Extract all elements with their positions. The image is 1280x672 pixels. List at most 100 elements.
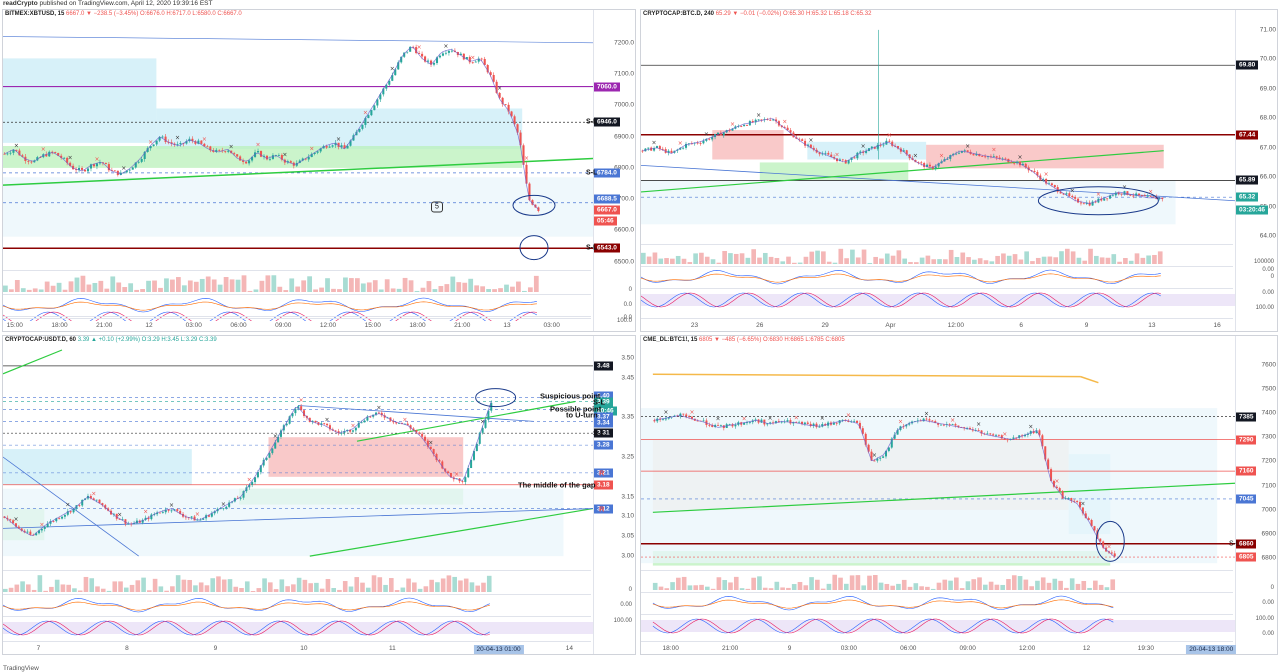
candle-body bbox=[193, 516, 196, 521]
volume-bar bbox=[844, 258, 849, 264]
price-plot[interactable]: × × × × × × × × × × × × × × × × × × bbox=[641, 336, 1235, 644]
volume-bar bbox=[522, 290, 527, 292]
candle-body bbox=[319, 148, 322, 152]
price-scale[interactable]: 0 0.0 100.0 0.0 7200.0 7100.0 7000.0 6900.0 6800… bbox=[593, 10, 635, 331]
volume-bar bbox=[838, 577, 843, 590]
price-scale[interactable]: 100000 0 0.00 100.00 0.00 71.00 70.00 69.00 68.0… bbox=[1235, 10, 1277, 331]
candle-body bbox=[1082, 203, 1085, 205]
candle-body bbox=[786, 127, 789, 131]
volume-bar bbox=[181, 579, 187, 592]
volume-bar bbox=[884, 253, 890, 264]
price-tag: 3.21 bbox=[594, 468, 613, 478]
candle-body bbox=[873, 460, 876, 462]
price-plot[interactable]: × × × × × × × × × × × × × × × × × × × × bbox=[3, 10, 593, 321]
volume-bar bbox=[456, 282, 462, 292]
time-tick: 6 bbox=[1019, 322, 1023, 329]
price-tag: 6784.0 bbox=[594, 168, 620, 178]
candle-body bbox=[265, 457, 268, 460]
price-tick: 7100.0 bbox=[614, 70, 634, 78]
time-axis[interactable]: 15:00 18:00 21:00 12 03:00 06:00 09:00 12:00 15:… bbox=[3, 318, 591, 331]
candle-body bbox=[176, 509, 179, 511]
volume-bar bbox=[670, 582, 675, 590]
candle-body bbox=[459, 53, 462, 56]
volume-bar bbox=[95, 586, 100, 592]
volume-bar bbox=[372, 280, 378, 292]
chart-panel-xbtusd[interactable]: BITMEX:XBTUSD, 15 6667.0 ▼ −238.5 (−3.45… bbox=[2, 9, 636, 332]
chart-panel-cme-btc-futures[interactable]: CME_DL:BTC1!, 15 6805 ▼ −485 (−6.65%) O:… bbox=[640, 335, 1278, 655]
volume-bar bbox=[354, 278, 360, 292]
volume-bar bbox=[954, 577, 959, 590]
time-tick: 9 bbox=[787, 645, 792, 652]
chart-panel-usdt-dominance[interactable]: CRYPTOCAP:USDT.D, 60 3.39 ▲ +0.10 (+2.99… bbox=[2, 335, 636, 655]
volume-bar bbox=[116, 282, 122, 292]
candle-body bbox=[37, 530, 41, 534]
price-tag: 3.39 bbox=[594, 397, 613, 407]
volume-bar bbox=[204, 585, 210, 592]
trend-line-2 bbox=[356, 400, 576, 442]
candle-body bbox=[722, 132, 725, 136]
volume-bar bbox=[400, 587, 406, 592]
candle-body bbox=[769, 119, 772, 121]
candle-body bbox=[72, 165, 75, 170]
volume-bar bbox=[3, 285, 8, 292]
candle-body bbox=[288, 416, 291, 424]
candle-body bbox=[254, 152, 257, 157]
price-tick: 7000 bbox=[1261, 506, 1276, 514]
candle-body bbox=[504, 104, 507, 105]
candle-body bbox=[716, 132, 719, 135]
time-tick: 13 bbox=[503, 322, 511, 329]
volume-bar bbox=[14, 280, 20, 292]
cursor-time-tag: 20-04-13 18:00 bbox=[1186, 645, 1237, 654]
price-scale[interactable]: 0 0.00 100.00 0.00 7600 7500 7400 7300 7200 7100 7… bbox=[1235, 336, 1277, 654]
candle-body bbox=[104, 163, 107, 165]
volume-bar bbox=[140, 289, 145, 292]
hand-drawn-circle-0 bbox=[1037, 186, 1159, 216]
time-axis[interactable]: 18:00 21:00 9 03:00 06:00 09:00 12:00 12 19:30 20… bbox=[641, 641, 1237, 654]
stoch-k-line bbox=[641, 292, 1161, 308]
volume-bar bbox=[325, 578, 331, 592]
time-tick: 10 bbox=[300, 645, 308, 652]
price-scale[interactable]: 0 0.00 100.00 3.50 3.45 3.35 3.25 3.15 3.10 3.05 3… bbox=[593, 336, 635, 654]
candle-body bbox=[661, 148, 664, 150]
volume-bar bbox=[855, 575, 861, 590]
volume-pane bbox=[3, 270, 591, 271]
signal-marker: × bbox=[309, 145, 314, 152]
candle-body bbox=[164, 136, 167, 142]
signal-marker: × bbox=[1096, 191, 1101, 198]
candle-body bbox=[510, 111, 513, 117]
candle-body bbox=[447, 471, 450, 473]
candle-body bbox=[146, 148, 149, 152]
candle-body bbox=[942, 424, 945, 426]
candle-body bbox=[289, 161, 292, 163]
candle-body bbox=[1056, 187, 1059, 192]
signal-marker: × bbox=[939, 152, 944, 159]
volume-bar bbox=[3, 588, 8, 592]
price-plot[interactable]: × × × × × × × × × × × × × × × × × × × × bbox=[641, 10, 1235, 321]
candle-body bbox=[303, 410, 306, 416]
candle-body bbox=[963, 150, 966, 152]
signal-marker: × bbox=[704, 131, 709, 138]
signal-marker: × bbox=[678, 140, 683, 147]
candle-body bbox=[975, 153, 978, 156]
price-tick: 7300 bbox=[1261, 433, 1276, 441]
signal-marker: × bbox=[1070, 188, 1075, 195]
candle-body bbox=[1093, 526, 1096, 531]
candle-body bbox=[61, 516, 64, 519]
candle-body bbox=[1065, 193, 1068, 195]
candle-body bbox=[905, 424, 908, 427]
volume-bar bbox=[902, 258, 908, 264]
volume-bar bbox=[797, 581, 803, 590]
time-axis[interactable]: 7891011121420-04-13 01:00 bbox=[3, 641, 591, 654]
chart-panel-btc-dominance[interactable]: CRYPTOCAP:BTC.D, 240 65.29 ▼ −0.01 (−0.0… bbox=[640, 9, 1278, 332]
candle-body bbox=[310, 153, 313, 158]
time-axis[interactable]: 23 26 29 Apr 12:00 6 9 13 16 bbox=[641, 318, 1233, 331]
volume-bar bbox=[60, 584, 66, 592]
time-tick: 21:00 bbox=[454, 322, 471, 329]
volume-bar bbox=[402, 277, 408, 292]
candle-body bbox=[346, 145, 349, 149]
price-plot[interactable]: × × × × × × × × × × × × × × × × × × × bbox=[3, 336, 593, 644]
volume-bar bbox=[49, 586, 54, 592]
candle-body bbox=[1149, 195, 1152, 197]
volume-bar bbox=[308, 583, 313, 592]
volume-bar bbox=[867, 262, 873, 264]
